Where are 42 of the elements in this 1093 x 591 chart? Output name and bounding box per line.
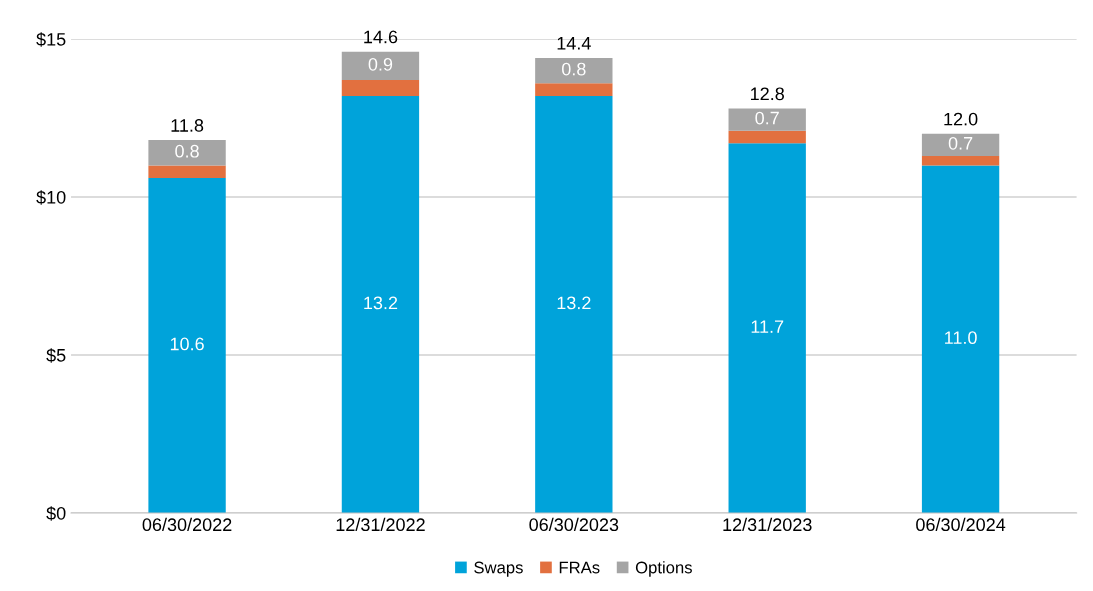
data-label: 0.8	[175, 144, 199, 158]
data-label: 11.0	[945, 331, 977, 345]
data-label: 11.7	[751, 320, 784, 333]
total-label: 11.8	[171, 119, 204, 132]
bar	[728, 108, 806, 131]
legend-label: Options	[635, 561, 692, 577]
bar	[148, 178, 226, 513]
bar	[921, 155, 1000, 166]
bar	[535, 95, 613, 513]
bar	[148, 165, 226, 179]
data-label: 13.2	[364, 296, 398, 310]
bar	[535, 83, 613, 96]
data-label: 0.7	[755, 111, 779, 125]
data-label: 10.6	[170, 337, 204, 351]
x-tick-label: 12/31/2022	[336, 517, 425, 532]
legend-label: Swaps	[474, 561, 523, 577]
bar	[535, 57, 613, 84]
x-tick-label: 06/30/2024	[916, 517, 1006, 532]
data-label: 0.7	[948, 136, 973, 150]
total-label: 14.6	[364, 30, 398, 44]
bar	[921, 165, 1000, 513]
total-label: 14.4	[557, 37, 591, 50]
bar	[921, 133, 1000, 156]
bar	[341, 51, 420, 81]
bar	[341, 95, 420, 513]
bar	[728, 143, 806, 513]
bar	[341, 80, 420, 96]
x-tick-label: 06/30/2023	[529, 517, 619, 532]
data-label: 0.9	[368, 57, 393, 71]
data-label: 13.2	[557, 296, 591, 310]
y-tick-label: $15	[36, 32, 66, 47]
data-label: 0.8	[561, 62, 586, 76]
y-tick-label: $10	[36, 190, 66, 205]
legend-label: FRAs	[559, 561, 600, 574]
bar	[728, 130, 806, 144]
bar	[148, 140, 226, 166]
y-tick-label: $5	[46, 348, 66, 363]
y-tick-label: $0	[46, 506, 66, 521]
total-label: 12.8	[751, 87, 784, 101]
x-tick-label: 12/31/2023	[723, 517, 812, 532]
x-tick-label: 06/30/2022	[142, 517, 232, 532]
total-label: 12.0	[944, 112, 978, 126]
